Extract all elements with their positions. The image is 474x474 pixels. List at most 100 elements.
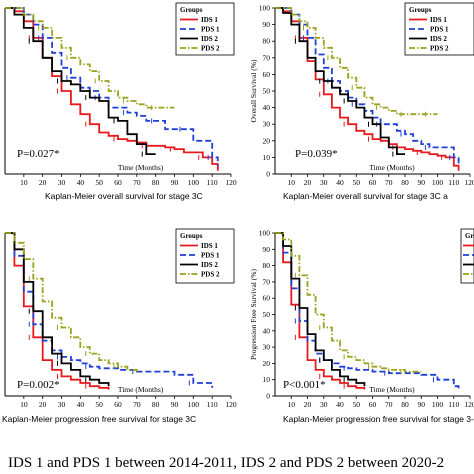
x-tick-label: 80: [401, 400, 409, 409]
y-tick-label: 0: [266, 392, 270, 401]
series-line-ids2: [275, 232, 366, 387]
chart-panel-top-left: 10 20 30 40 50 60 70 80 90 100 110 120 Time (Months)…: [4, 2, 237, 201]
legend-label-pds1: PDS 1: [201, 252, 220, 260]
y-axis-label: Progression Free Survival (%): [249, 268, 258, 360]
chart-panel-bottom-right: 10 20 30 40 50 60 70 80 90 100 110 120 0 10 20 30 40 50 60…: [249, 228, 474, 424]
legend-title: Gro: [465, 232, 474, 240]
y-tick-label: 60: [263, 294, 271, 303]
legend-label-pds2: PDS 2: [201, 271, 220, 279]
legend-label-pds1: PDS 1: [430, 26, 449, 34]
y-tick-label: 80: [263, 261, 271, 270]
x-tick-label: 30: [320, 178, 328, 187]
x-tick-label: 10: [288, 400, 296, 409]
legend-label-ids1: IDS 1: [201, 16, 218, 24]
y-tick-label: 100: [259, 4, 271, 13]
x-tick-label: 120: [464, 400, 474, 409]
x-tick-label: 90: [418, 178, 426, 187]
x-tick-label: 110: [448, 178, 459, 187]
y-tick-label: 70: [263, 277, 271, 286]
y-tick-label: 50: [263, 310, 271, 319]
x-axis-label: Time (Months): [369, 385, 415, 394]
x-tick-label: 90: [171, 178, 179, 187]
x-tick-label: 100: [432, 178, 444, 187]
x-tick-label: 110: [207, 400, 218, 409]
panel-caption: Kaplan-Meier progression free survival f…: [283, 414, 474, 424]
x-tick-label: 100: [188, 400, 200, 409]
x-tick-label: 30: [58, 400, 66, 409]
x-tick-label: 60: [114, 400, 122, 409]
x-tick-label: 50: [95, 178, 103, 187]
panel-caption: Kaplan-Meier progression free survival f…: [2, 414, 196, 424]
y-tick-label: 10: [263, 153, 271, 162]
y-tick-label: 90: [263, 245, 271, 254]
x-tick-label: 70: [385, 178, 393, 187]
x-tick-label: 50: [353, 400, 361, 409]
x-tick-label: 40: [77, 400, 85, 409]
y-tick-label: 30: [263, 120, 271, 129]
y-tick-label: 90: [263, 20, 271, 29]
x-tick-label: 100: [432, 400, 444, 409]
x-tick-label: 70: [385, 400, 393, 409]
legend-box: [175, 2, 235, 56]
x-tick-label: 90: [418, 400, 426, 409]
y-axis-label: Overall Survival (%): [249, 59, 258, 122]
x-tick-label: 110: [207, 178, 218, 187]
x-tick-label: 80: [152, 400, 160, 409]
x-tick-label: 120: [225, 178, 237, 187]
panel-caption: Kaplan-Meier overall survival for stage …: [283, 191, 448, 201]
series-line-pds2: [5, 232, 138, 372]
x-tick-label: 90: [171, 400, 179, 409]
legend-label-ids2: IDS 2: [201, 261, 218, 269]
series-line-ids1: [5, 232, 110, 390]
x-tick-label: 40: [77, 178, 85, 187]
x-tick-label: 10: [20, 178, 28, 187]
x-tick-label: 20: [304, 400, 312, 409]
legend-label-ids2: IDS 2: [430, 35, 447, 43]
x-tick-label: 10: [288, 178, 296, 187]
x-tick-label: 70: [133, 178, 141, 187]
x-tick-label: 40: [336, 178, 344, 187]
series-line-ids2: [275, 7, 405, 155]
legend-title: Groups: [409, 6, 432, 14]
x-axis-label: Time (Months): [118, 163, 164, 172]
series-line-pds1: [275, 7, 460, 166]
legend-label-ids2: IDS 2: [201, 35, 218, 43]
x-tick-label: 50: [95, 400, 103, 409]
chart-panel-top-right: 10 20 30 40 50 60 70 80 90 100 110 120 0 10 20 30 40 50 60…: [249, 2, 474, 201]
y-tick-label: 40: [263, 326, 271, 335]
p-value: P<0.001*: [283, 379, 326, 391]
panel-caption: Kaplan-Meier overall survival for stage …: [45, 191, 203, 201]
x-axis-label: Time (Months): [369, 163, 415, 172]
legend-label-pds1: PDS 1: [201, 26, 220, 34]
x-tick-label: 30: [320, 400, 328, 409]
x-tick-label: 20: [304, 178, 312, 187]
x-tick-label: 20: [39, 178, 47, 187]
legend-box: [404, 2, 474, 56]
x-tick-label: 40: [336, 400, 344, 409]
y-tick-label: 20: [263, 359, 271, 368]
x-tick-label: 120: [464, 178, 474, 187]
legend-title: Groups: [180, 6, 203, 14]
series-line-pds1: [275, 232, 460, 390]
legend-label-ids1: IDS 1: [201, 242, 218, 250]
chart-panel-bottom-left: 10 20 30 40 50 60 70 80 90 100 110 120 Time (Months)…: [2, 228, 237, 424]
legend-label-ids1: IDS 1: [430, 16, 447, 24]
legend: Gro: [460, 228, 474, 284]
y-tick-label: 70: [263, 53, 271, 62]
y-tick-label: 30: [263, 343, 271, 352]
series-line-pds2: [275, 7, 438, 116]
x-tick-label: 80: [152, 178, 160, 187]
y-tick-label: 50: [263, 87, 271, 96]
x-tick-label: 60: [114, 178, 122, 187]
series-line-ids2: [5, 232, 110, 387]
y-tick-label: 80: [263, 37, 271, 46]
x-axis-label: Time (Months): [118, 385, 164, 394]
x-tick-label: 60: [369, 400, 377, 409]
series-line-ids2: [5, 7, 156, 155]
x-tick-label: 120: [225, 400, 237, 409]
x-tick-label: 10: [20, 400, 28, 409]
p-value: P=0.039*: [295, 148, 338, 160]
